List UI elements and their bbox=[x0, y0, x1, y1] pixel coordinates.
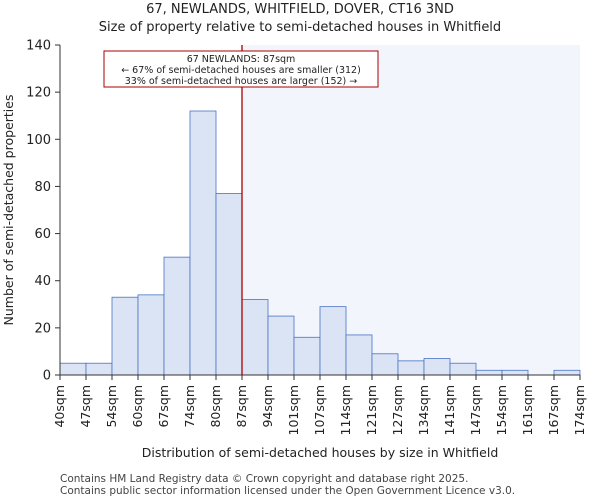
y-tick-label: 80 bbox=[34, 180, 51, 195]
bar-74sqm bbox=[189, 110, 217, 376]
bar-134sqm bbox=[423, 358, 451, 376]
x-axis-label: Distribution of semi-detached houses by … bbox=[142, 445, 499, 460]
bar-107sqm bbox=[319, 306, 347, 376]
bar-60sqm bbox=[137, 294, 165, 376]
larger-region-shade bbox=[242, 45, 580, 375]
y-tick-label: 100 bbox=[26, 133, 51, 148]
y-axis-label: Number of semi-detached properties bbox=[1, 95, 16, 326]
bar-54sqm bbox=[111, 296, 139, 376]
x-tick-label: 54sqm bbox=[104, 385, 119, 428]
y-tick-label: 20 bbox=[34, 321, 51, 336]
bar-167sqm bbox=[553, 369, 581, 376]
bar-67sqm bbox=[163, 256, 191, 376]
x-tick-label: 87sqm bbox=[234, 385, 249, 428]
bar-87sqm bbox=[241, 299, 269, 376]
x-tick-label: 121sqm bbox=[364, 385, 379, 435]
x-tick-label: 80sqm bbox=[208, 385, 223, 428]
x-tick-label: 74sqm bbox=[182, 385, 197, 428]
x-tick-label: 134sqm bbox=[416, 385, 431, 435]
chart-title: 67, NEWLANDS, WHITFIELD, DOVER, CT16 3ND bbox=[146, 2, 454, 17]
x-tick-label: 67sqm bbox=[156, 385, 171, 428]
x-tick-label: 107sqm bbox=[312, 385, 327, 435]
bar-121sqm bbox=[371, 353, 399, 376]
bar-101sqm bbox=[293, 336, 321, 376]
bar-147sqm bbox=[475, 369, 503, 376]
footer-line-2: Contains public sector information licen… bbox=[60, 485, 516, 497]
bar-47sqm bbox=[85, 362, 113, 376]
y-tick-label: 0 bbox=[43, 369, 51, 384]
y-tick-label: 140 bbox=[26, 39, 51, 54]
x-tick-label: 147sqm bbox=[468, 385, 483, 435]
x-tick-label: 94sqm bbox=[260, 385, 275, 428]
bar-94sqm bbox=[267, 315, 295, 376]
x-tick-label: 127sqm bbox=[390, 385, 405, 435]
y-tick-label: 40 bbox=[34, 274, 51, 289]
bar-141sqm bbox=[449, 362, 477, 376]
bar-127sqm bbox=[397, 360, 425, 376]
x-tick-label: 101sqm bbox=[286, 385, 301, 435]
x-tick-label: 161sqm bbox=[520, 385, 535, 435]
annotation-line-2: ← 67% of semi-detached houses are smalle… bbox=[121, 65, 361, 76]
annotation-box bbox=[103, 50, 379, 88]
annotation-line-1: 67 NEWLANDS: 87sqm bbox=[187, 54, 296, 65]
x-tick-label: 47sqm bbox=[78, 385, 93, 428]
bar-114sqm bbox=[345, 334, 373, 376]
x-tick-label: 60sqm bbox=[130, 385, 145, 428]
x-tick-label: 174sqm bbox=[572, 385, 587, 435]
x-tick-label: 141sqm bbox=[442, 385, 457, 435]
x-tick-label: 114sqm bbox=[338, 385, 353, 435]
x-tick-label: 154sqm bbox=[494, 385, 509, 435]
histogram-chart: 0 20 40 60 80 100 120 140 40sqm 47sqm 54sqm 60sqm 67… bbox=[1, 39, 587, 461]
x-tick-label: 167sqm bbox=[546, 385, 561, 435]
bar-40sqm bbox=[59, 362, 87, 376]
x-tick-label: 40sqm bbox=[52, 385, 67, 428]
footer-line-1: Contains HM Land Registry data © Crown c… bbox=[60, 473, 469, 485]
y-tick-label: 60 bbox=[34, 227, 51, 242]
bar-80sqm bbox=[215, 193, 243, 376]
bar-154sqm bbox=[501, 369, 529, 376]
chart-subtitle: Size of property relative to semi-detach… bbox=[98, 20, 502, 35]
y-tick-label: 120 bbox=[26, 86, 51, 101]
annotation-line-3: 33% of semi-detached houses are larger (… bbox=[125, 76, 358, 87]
